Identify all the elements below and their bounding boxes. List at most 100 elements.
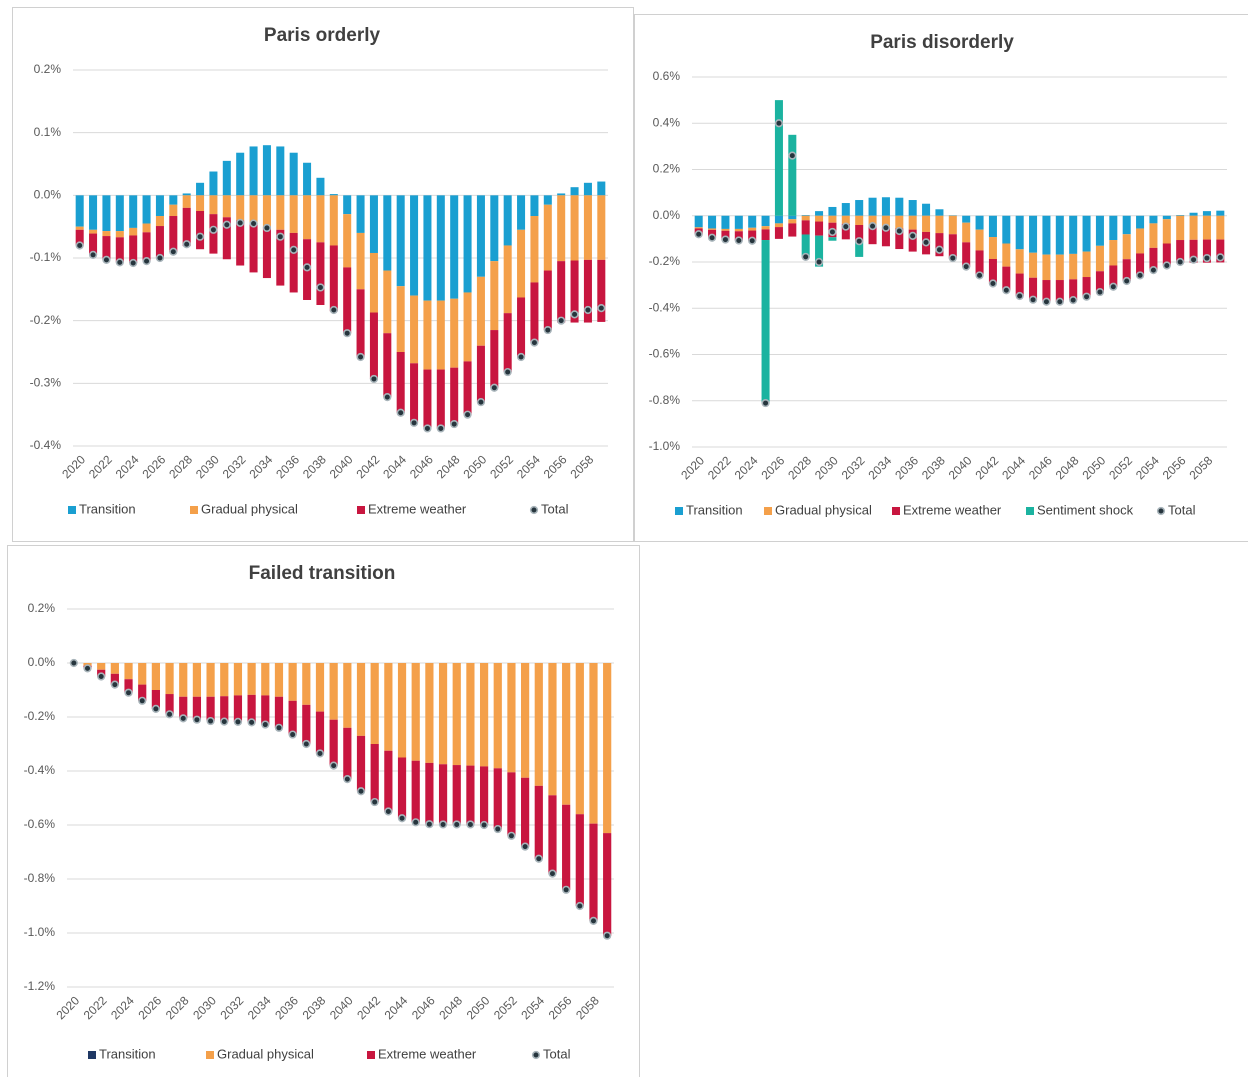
total-marker — [262, 223, 272, 233]
total-marker — [329, 761, 338, 770]
x-tick-label: 2024 — [113, 452, 142, 481]
x-tick-label: 2054 — [514, 452, 543, 481]
bar-segment — [881, 197, 890, 216]
bar-segment — [151, 663, 160, 690]
x-tick-label: 2044 — [382, 993, 411, 1022]
bar-segment — [206, 663, 215, 697]
bar-segment — [369, 252, 378, 313]
total-marker — [274, 723, 284, 732]
y-tick-label: 0.0% — [34, 188, 62, 202]
bar-segment — [249, 195, 258, 224]
bar-segment — [597, 181, 606, 196]
total-marker — [384, 807, 393, 816]
total-marker — [935, 245, 944, 254]
bar-segment — [788, 134, 797, 216]
bar-segment — [908, 215, 917, 230]
bar-segment — [343, 267, 352, 334]
bar-segment — [583, 182, 592, 196]
y-tick-label: 0.0% — [28, 655, 56, 669]
bar-segment — [384, 663, 393, 751]
bar-segment — [182, 207, 191, 247]
bar-segment — [169, 195, 178, 205]
x-tick-label: 2046 — [1026, 453, 1055, 482]
bar-segment — [761, 240, 770, 404]
bar-segment — [165, 663, 174, 695]
bar-segment — [155, 226, 164, 258]
total-marker — [83, 664, 92, 673]
bar-segment — [490, 330, 499, 388]
bar-segment — [801, 215, 810, 216]
bar-segment — [1149, 247, 1158, 271]
bar-segment — [329, 195, 338, 246]
bar-segment — [329, 663, 338, 720]
x-tick-label: 2056 — [546, 993, 575, 1022]
x-tick-label: 2028 — [166, 452, 195, 481]
y-tick-label: -0.4% — [649, 300, 681, 314]
total-marker — [694, 230, 703, 239]
bar-segment — [962, 242, 971, 267]
total-marker — [370, 797, 379, 807]
bar-segment — [1176, 215, 1185, 216]
total-marker — [343, 774, 352, 784]
total-marker — [1202, 253, 1212, 263]
bar-segment — [521, 777, 530, 847]
total-marker — [534, 854, 543, 863]
bar-segment — [247, 663, 256, 695]
bar-segment — [466, 663, 475, 766]
bar-segment — [908, 200, 917, 216]
bar-segment — [1095, 271, 1104, 293]
bar-segment — [1002, 215, 1011, 244]
total-marker — [1069, 296, 1078, 305]
total-marker — [289, 245, 298, 254]
bar-segment — [855, 225, 864, 242]
total-marker — [247, 718, 256, 727]
bar-segment — [436, 369, 445, 429]
bar-segment — [315, 711, 325, 754]
total-marker — [195, 232, 205, 241]
bar-segment — [1189, 239, 1198, 263]
total-marker — [302, 263, 312, 272]
total-marker — [948, 253, 957, 263]
bar-segment — [411, 760, 420, 823]
bar-segment — [476, 345, 485, 403]
bar-segment — [261, 663, 270, 696]
bar-segment — [855, 200, 864, 216]
bar-segment — [316, 177, 325, 196]
legend-marker — [529, 505, 539, 515]
bar-segment — [102, 195, 111, 232]
bar-segment — [503, 195, 512, 246]
bar-segment — [129, 195, 138, 228]
bar-segment — [384, 750, 393, 812]
bar-segment — [935, 215, 944, 234]
bar-segment — [369, 312, 378, 379]
bar-segment — [75, 195, 84, 227]
total-marker — [102, 255, 111, 264]
bar-segment — [249, 223, 258, 273]
chart-title: Failed transition — [249, 563, 396, 584]
bar-segment — [1029, 252, 1038, 278]
total-marker — [479, 820, 489, 830]
x-tick-label: 2058 — [573, 993, 602, 1022]
bar-segment — [895, 228, 904, 250]
total-marker — [276, 232, 285, 241]
legend-label: Sentiment shock — [1037, 502, 1134, 517]
bar-segment — [1122, 259, 1131, 281]
bar-segment — [463, 195, 472, 293]
bar-segment — [761, 229, 770, 241]
x-tick-label: 2056 — [541, 452, 570, 481]
total-marker — [562, 885, 571, 894]
bar-segment — [748, 230, 757, 241]
bar-segment — [165, 694, 174, 715]
bar-segment — [356, 663, 366, 736]
legend-marker — [1156, 506, 1166, 516]
bar-segment — [179, 663, 188, 697]
bar-segment — [343, 214, 352, 268]
bar-segment — [734, 215, 743, 229]
bar-segment — [1055, 280, 1064, 302]
bar-segment — [761, 215, 770, 227]
bar-segment — [708, 228, 717, 230]
bar-segment — [222, 160, 231, 196]
bar-segment — [383, 333, 392, 398]
bar-segment — [503, 313, 512, 373]
bar-segment — [1029, 215, 1038, 253]
